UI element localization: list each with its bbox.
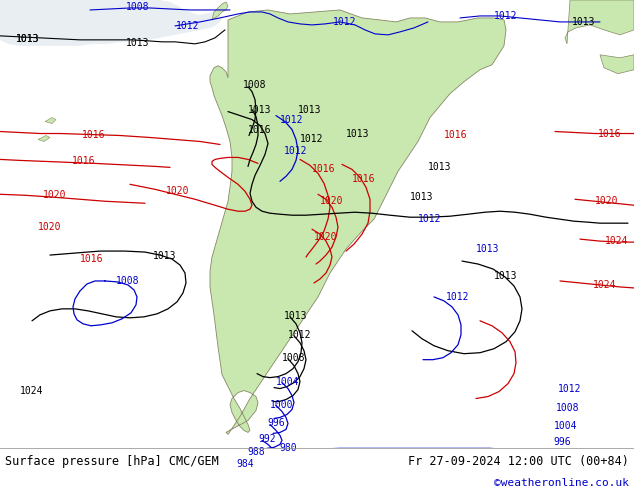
Text: 1012: 1012 (418, 214, 442, 224)
Text: 1000: 1000 (270, 399, 294, 410)
Text: 1020: 1020 (595, 196, 619, 206)
Text: 996: 996 (267, 418, 285, 428)
Text: 1004: 1004 (554, 421, 578, 431)
Text: 1016: 1016 (72, 156, 96, 167)
Text: 1013: 1013 (346, 128, 370, 139)
Polygon shape (45, 118, 56, 123)
Text: 1020: 1020 (43, 190, 67, 200)
Text: 1016: 1016 (353, 174, 376, 184)
Polygon shape (600, 55, 634, 74)
Text: 992: 992 (258, 434, 276, 444)
Text: 1008: 1008 (556, 403, 579, 414)
Text: 1012: 1012 (333, 17, 357, 27)
Text: 1016: 1016 (82, 129, 106, 140)
Text: 1008: 1008 (116, 276, 139, 286)
Text: 1016: 1016 (598, 128, 622, 139)
Text: 1013: 1013 (126, 38, 150, 48)
Text: 1024: 1024 (20, 386, 44, 395)
Text: 1008: 1008 (126, 2, 150, 12)
Polygon shape (0, 0, 222, 46)
Text: 980: 980 (279, 443, 297, 453)
Text: ©weatheronline.co.uk: ©weatheronline.co.uk (494, 477, 629, 488)
Text: 1020: 1020 (320, 196, 344, 206)
Text: 1013: 1013 (428, 162, 452, 172)
Text: 1008: 1008 (282, 353, 306, 363)
Text: 1012: 1012 (280, 115, 304, 124)
Text: 1016: 1016 (313, 164, 336, 174)
Text: 1012: 1012 (284, 147, 307, 156)
Text: 1013: 1013 (16, 34, 40, 44)
Text: 1013: 1013 (476, 244, 500, 254)
Text: 1012: 1012 (559, 384, 582, 393)
Text: 1013: 1013 (495, 271, 518, 281)
Text: 1024: 1024 (593, 280, 617, 290)
Polygon shape (212, 2, 228, 20)
Text: 1016: 1016 (444, 129, 468, 140)
Text: 1024: 1024 (605, 236, 629, 246)
Text: 1012: 1012 (495, 11, 518, 21)
Text: 1012: 1012 (446, 292, 470, 302)
Text: 1013: 1013 (284, 311, 307, 321)
Text: 988: 988 (247, 447, 265, 457)
Text: 1013: 1013 (298, 104, 321, 115)
Text: 1004: 1004 (276, 377, 300, 387)
Polygon shape (565, 0, 634, 44)
Text: 1013: 1013 (573, 17, 596, 27)
Polygon shape (210, 10, 506, 435)
Text: Fr 27-09-2024 12:00 UTC (00+84): Fr 27-09-2024 12:00 UTC (00+84) (408, 455, 629, 468)
Polygon shape (38, 136, 50, 142)
Text: 1013: 1013 (153, 251, 177, 261)
Text: 1013: 1013 (16, 34, 40, 44)
Text: 996: 996 (553, 438, 571, 447)
Text: 1012: 1012 (301, 134, 324, 145)
Text: 1013: 1013 (410, 192, 434, 202)
Text: 1020: 1020 (166, 186, 190, 196)
Text: 1016: 1016 (81, 254, 104, 264)
Text: 1012: 1012 (288, 330, 312, 340)
Text: 1008: 1008 (243, 80, 267, 90)
Text: 1012: 1012 (176, 21, 200, 31)
Text: 984: 984 (236, 459, 254, 469)
Text: Surface pressure [hPa] CMC/GEM: Surface pressure [hPa] CMC/GEM (5, 455, 219, 468)
Text: 1020: 1020 (314, 232, 338, 242)
Text: 1020: 1020 (38, 222, 61, 232)
Text: 1016: 1016 (249, 124, 272, 135)
Text: 1013: 1013 (249, 104, 272, 115)
